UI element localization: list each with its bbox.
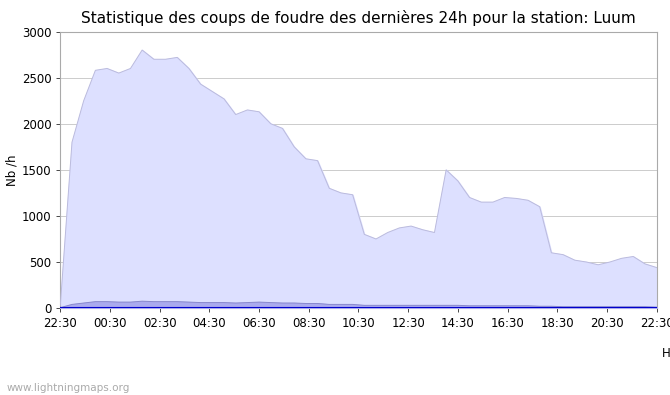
- Y-axis label: Nb /h: Nb /h: [6, 154, 19, 186]
- Text: www.lightningmaps.org: www.lightningmaps.org: [7, 383, 130, 393]
- Title: Statistique des coups de foudre des dernières 24h pour la station: Luum: Statistique des coups de foudre des dern…: [81, 10, 636, 26]
- Text: Heure: Heure: [662, 347, 670, 360]
